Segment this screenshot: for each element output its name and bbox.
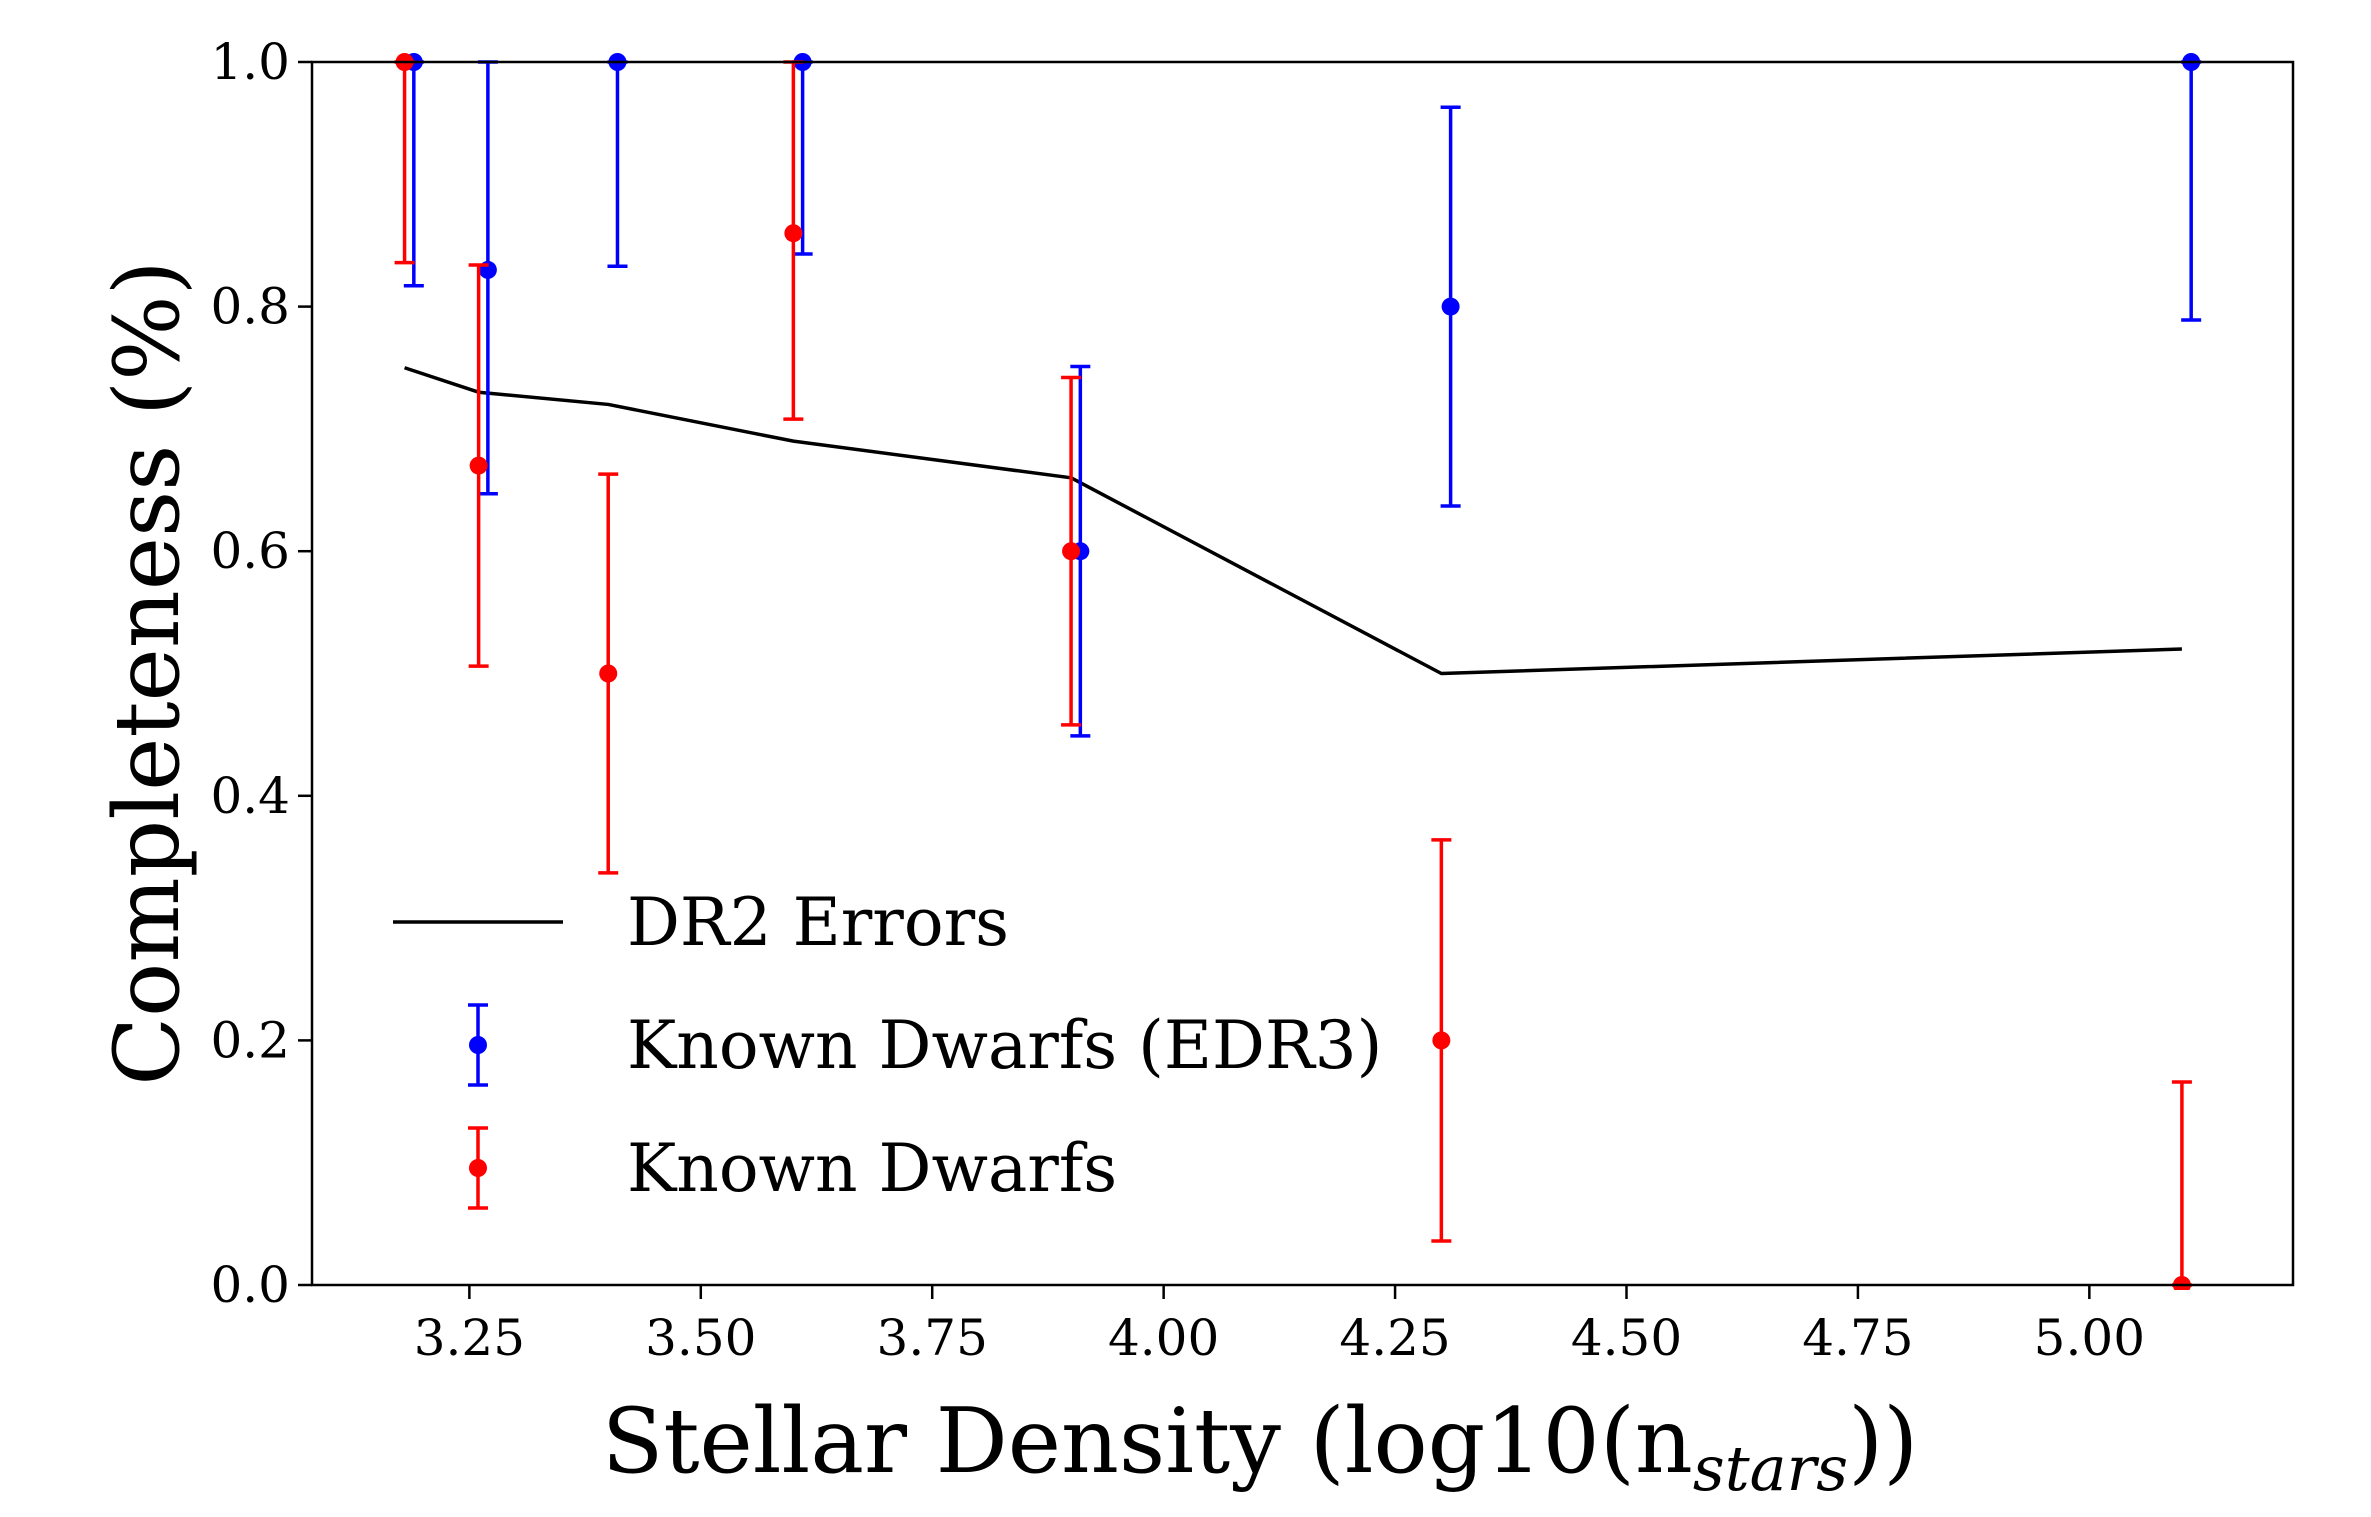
data-point-known-dwarfs-edr3 <box>1441 297 1460 316</box>
x-tick-label: 3.25 <box>414 1309 525 1367</box>
errorbar-known-dwarfs <box>1061 375 1082 727</box>
errorbar-known-dwarfs-edr3 <box>2181 53 2202 322</box>
errorbar-known-dwarfs <box>783 60 804 421</box>
legend-label: DR2 Errors <box>627 884 1009 961</box>
errorbar-known-dwarfs <box>394 53 415 265</box>
x-tick-label: 3.75 <box>877 1309 988 1367</box>
x-tick-label: 5.00 <box>2034 1309 2145 1367</box>
y-tick-label: 0.8 <box>210 278 290 336</box>
x-axis-label: Stellar Density (log10(nstars)) <box>602 1389 1919 1505</box>
legend-label: Known Dwarfs <box>627 1130 1117 1207</box>
x-tick-label: 4.75 <box>1802 1309 1913 1367</box>
plot-area <box>394 53 2202 1290</box>
y-axis-label: Completeness (%) <box>95 260 200 1085</box>
y-tick-label: 0.2 <box>210 1011 290 1069</box>
legend-label: Known Dwarfs (EDR3) <box>627 1007 1382 1084</box>
axes-layer: 3.25 3.50 3.75 4.00 4.25 4.50 4.75 5.00 0.0 0.2 0.… <box>210 33 2145 1367</box>
x-tick-label: 3.50 <box>645 1309 756 1367</box>
data-point-known-dwarfs <box>1062 542 1081 561</box>
errorbar-known-dwarfs <box>468 263 489 668</box>
data-point-known-dwarfs <box>599 664 618 683</box>
y-tick-label: 0.0 <box>210 1256 290 1314</box>
errorbar-known-dwarfs-edr3 <box>1440 105 1461 508</box>
x-axis-label-subscript: stars <box>1693 1432 1848 1505</box>
legend: DR2 Errors Known Dwarfs (EDR3) Known Dwarf… <box>393 884 1382 1210</box>
errorbar-known-dwarfs-edr3 <box>607 53 628 268</box>
x-tick-label: 4.00 <box>1108 1309 1219 1367</box>
y-tick-label: 1.0 <box>210 33 290 91</box>
legend-swatch-marker <box>469 1036 487 1054</box>
errorbar-known-dwarfs-edr3 <box>403 53 424 288</box>
x-tick-label: 4.50 <box>1571 1309 1682 1367</box>
data-point-known-dwarfs <box>1432 1031 1451 1050</box>
series-layer <box>394 53 2202 1290</box>
data-point-known-dwarfs <box>784 224 803 243</box>
data-point-known-dwarfs <box>469 456 488 475</box>
plot-frame <box>310 60 2295 1287</box>
legend-swatch-marker <box>469 1159 487 1177</box>
errorbar-known-dwarfs <box>598 472 619 875</box>
data-point-known-dwarfs <box>2172 1276 2191 1290</box>
errorbar-known-dwarfs-edr3 <box>792 53 813 256</box>
series-line-dr2-errors <box>404 366 2182 676</box>
errorbar-known-dwarfs <box>1431 838 1452 1243</box>
x-tick-label: 4.25 <box>1339 1309 1450 1367</box>
errorbar-known-dwarfs-edr3 <box>477 60 498 496</box>
y-tick-label: 0.4 <box>210 767 290 825</box>
y-tick-label: 0.6 <box>210 522 290 580</box>
errorbar-known-dwarfs <box>2171 1080 2192 1290</box>
